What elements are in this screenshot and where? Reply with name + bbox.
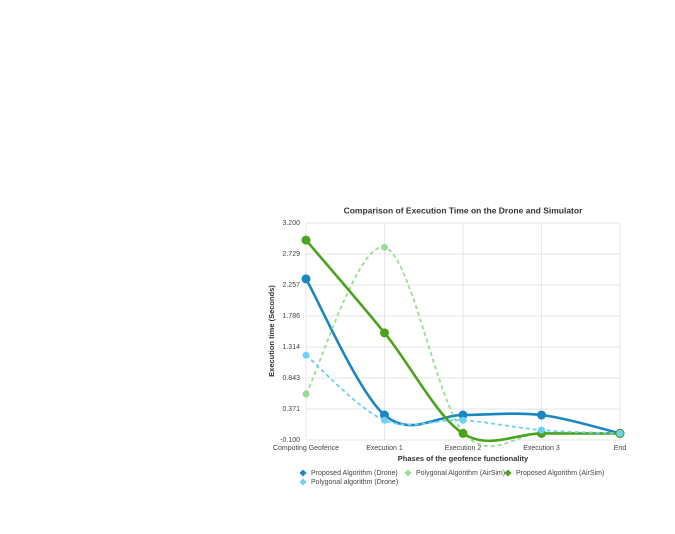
data-point	[458, 410, 468, 420]
legend-label: Polygonal Algorithm (AirSim)	[416, 470, 505, 477]
data-point	[459, 416, 467, 424]
x-axis-title: Phases of the geofence functionality	[398, 454, 529, 463]
y-tick-label: 1.786	[282, 313, 300, 320]
x-tick-label: Execution 2	[445, 445, 482, 452]
data-point	[381, 243, 388, 251]
data-point	[381, 416, 388, 424]
x-tick-label: Execution 3	[523, 445, 560, 452]
chart-title: Comparison of Execution Time on the Dron…	[344, 205, 584, 215]
data-point	[537, 410, 546, 420]
x-tick-label: End	[614, 445, 627, 452]
data-point	[538, 426, 545, 434]
x-tick-label: Computing Geofence	[273, 445, 339, 452]
x-tick-label: Execution 1	[366, 445, 403, 452]
data-point	[380, 328, 389, 338]
y-axis-title: Execution time (Seconds)	[267, 285, 276, 377]
data-point	[380, 410, 389, 420]
legend-label: Polygonal algorithm (Drone)	[311, 479, 398, 486]
series-line	[305, 239, 620, 443]
legend-swatch	[299, 478, 307, 486]
series-line	[304, 278, 621, 435]
legend-swatch	[299, 469, 307, 477]
data-point	[458, 428, 468, 438]
legend-label: Proposed Algorithm (AirSim)	[516, 470, 604, 477]
y-tick-label: 3.200	[282, 220, 300, 227]
y-tick-label: 0.843	[282, 375, 300, 382]
y-tick-label: 0.371	[282, 406, 300, 413]
legend-label: Proposed Algorithm (Drone)	[311, 470, 398, 477]
y-tick-label: -0.100	[280, 437, 300, 444]
data-point	[301, 274, 311, 284]
legend-swatch	[404, 469, 412, 477]
data-point	[616, 429, 624, 437]
y-tick-label: 2.257	[282, 282, 300, 289]
y-tick-label: 1.314	[282, 344, 300, 351]
series-line	[305, 354, 621, 435]
data-point	[302, 351, 310, 359]
data-point	[302, 390, 310, 398]
legend-swatch	[504, 469, 512, 477]
y-tick-label: 2.729	[282, 251, 300, 258]
data-point	[301, 235, 311, 245]
